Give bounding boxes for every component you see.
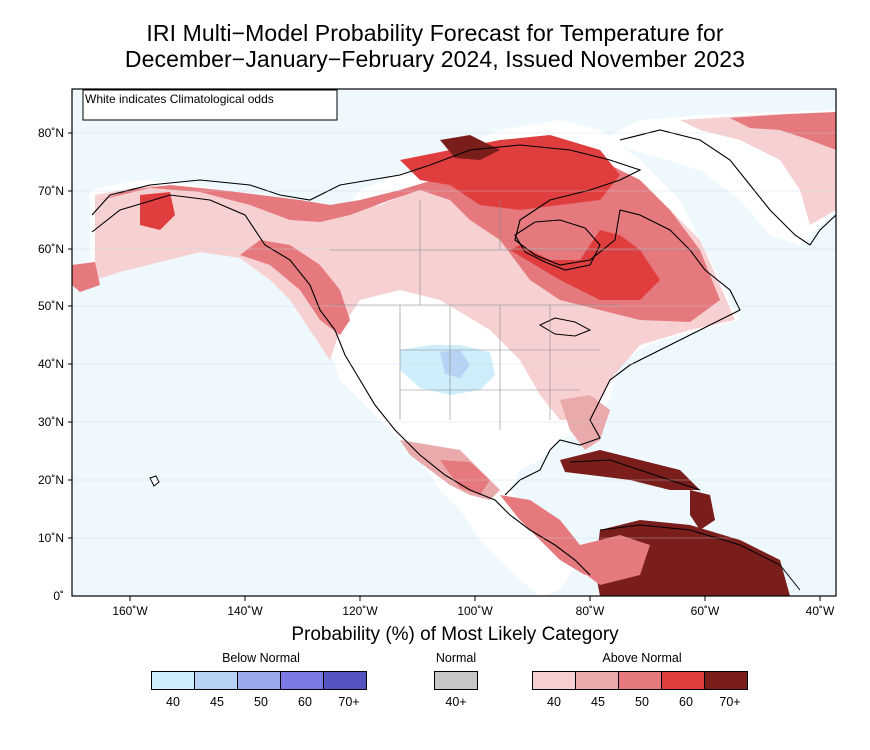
region-above-50-greenland xyxy=(730,112,836,150)
legend-swatch-below-60 xyxy=(280,671,324,690)
lat-label: 30˚N xyxy=(38,415,64,429)
lat-label: 60˚N xyxy=(38,242,64,256)
legend-normal-swatches xyxy=(434,671,478,690)
state-borders xyxy=(330,200,700,430)
lat-axis: 80˚N 70˚N 60˚N 50˚N 40˚N 30˚N 20˚N 10˚N … xyxy=(38,126,72,603)
legend-tick: 60 xyxy=(298,695,312,709)
legend-below-ticks: 40 45 50 60 70+ xyxy=(151,695,371,709)
region-above-70-arctic xyxy=(440,135,500,160)
region-above-60-hudson xyxy=(510,230,660,300)
region-above-central-america xyxy=(500,495,600,575)
note-box xyxy=(82,89,338,121)
lon-label: 140˚W xyxy=(227,604,263,618)
legend-tick: 50 xyxy=(254,695,268,709)
coastline-north-america xyxy=(91,144,741,576)
legend-tick: 45 xyxy=(591,695,605,709)
region-above-70-south-america xyxy=(595,520,790,596)
lon-label: 40˚W xyxy=(806,604,835,618)
legend-tick: 40 xyxy=(166,695,180,709)
legend-tick: 70+ xyxy=(719,695,741,709)
legend-swatch-below-50 xyxy=(237,671,281,690)
legend-title: Probability (%) of Most Likely Category xyxy=(291,624,619,645)
coastline-great-lakes xyxy=(538,317,592,337)
lon-label: 100˚W xyxy=(457,604,493,618)
region-above-greenland xyxy=(680,112,836,225)
legend-swatch-above-50 xyxy=(618,671,662,690)
legend-swatch-above-70 xyxy=(704,671,748,690)
legend-tick: 40+ xyxy=(445,695,467,709)
map-frame xyxy=(71,88,837,597)
legend-swatch-below-45 xyxy=(194,671,238,690)
lat-label: 50˚N xyxy=(38,299,64,313)
hawaii-island xyxy=(149,475,160,487)
lat-label: 0˚ xyxy=(53,589,64,603)
note-text: White indicates Climatological odds xyxy=(85,92,274,106)
legend-swatch-above-40 xyxy=(532,671,576,690)
lon-label: 80˚W xyxy=(576,604,605,618)
legend-below-swatches xyxy=(151,671,367,690)
coastline-caribbean xyxy=(569,459,801,591)
legend-above-label: Above Normal xyxy=(602,651,682,665)
legend-normal-ticks: 40+ xyxy=(434,695,478,709)
legend-below-label: Below Normal xyxy=(222,651,300,665)
legend-tick: 60 xyxy=(679,695,693,709)
legend-swatch-normal-40 xyxy=(434,671,478,690)
region-above-70-puerto xyxy=(690,490,715,530)
lon-label: 160˚W xyxy=(112,604,148,618)
legend-tick: 70+ xyxy=(338,695,360,709)
coastline-greenland xyxy=(619,129,836,246)
region-above-50-colombia xyxy=(580,535,650,585)
region-above-50-west xyxy=(240,240,350,335)
title-line-2: December−January−February 2024, Issued N… xyxy=(124,46,746,72)
legend-swatch-above-60 xyxy=(661,671,705,690)
legend-tick: 40 xyxy=(547,695,561,709)
legend-tick: 50 xyxy=(635,695,649,709)
region-above-pacific-west xyxy=(72,262,100,292)
lat-label: 10˚N xyxy=(38,531,64,545)
lat-label: 70˚N xyxy=(38,184,64,198)
lat-label: 20˚N xyxy=(38,473,64,487)
legend-swatch-above-45 xyxy=(575,671,619,690)
legend-normal-label: Normal xyxy=(435,651,477,665)
lon-axis: 160˚W 140˚W 120˚W 100˚W 80˚W 60˚W 40˚W xyxy=(112,596,835,618)
legend-tick: 45 xyxy=(210,695,224,709)
legend-swatch-below-70 xyxy=(323,671,367,690)
legend-above-ticks: 40 45 50 60 70+ xyxy=(532,695,752,709)
legend-swatch-below-40 xyxy=(151,671,195,690)
title-line-1: IRI Multi−Model Probability Forecast for… xyxy=(146,20,724,46)
lon-label: 60˚W xyxy=(691,604,720,618)
region-above-mexico-50 xyxy=(440,460,490,495)
forecast-map: White indicates Climatological odds 80˚N… xyxy=(38,88,837,618)
lat-label: 80˚N xyxy=(38,126,64,140)
lat-label: 40˚N xyxy=(38,357,64,371)
coastline-hudson-bay xyxy=(514,219,601,271)
legend-above-swatches xyxy=(532,671,748,690)
lon-label: 120˚W xyxy=(342,604,378,618)
region-above-southeast xyxy=(560,395,610,450)
